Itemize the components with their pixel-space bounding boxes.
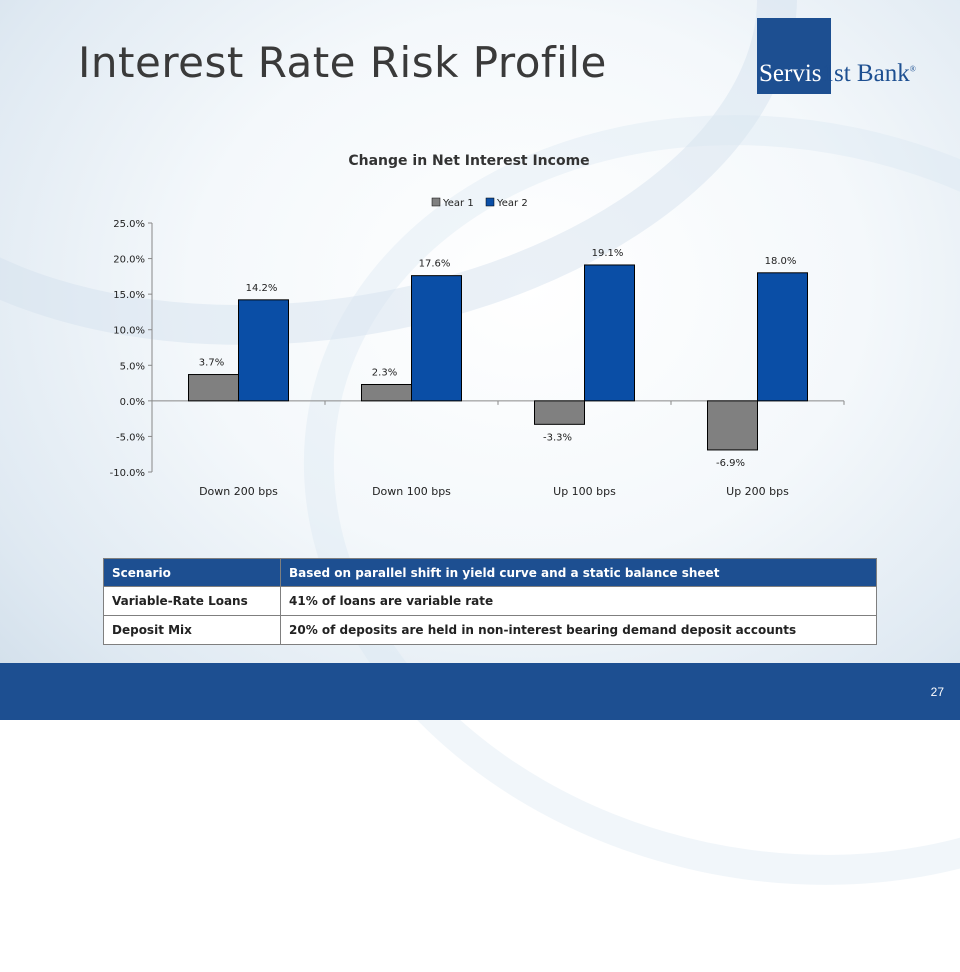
y-tick-label: 25.0% (113, 219, 145, 230)
data-label: 14.2% (246, 283, 278, 294)
page-number: 27 (930, 685, 944, 699)
legend-label: Year 1 (442, 198, 474, 209)
logo-text-part1: Servis (759, 60, 822, 87)
x-category-label: Down 200 bps (199, 485, 278, 498)
data-label: -6.9% (716, 458, 745, 469)
table-header-row: Scenario Based on parallel shift in yiel… (103, 558, 877, 587)
y-tick-label: -10.0% (110, 468, 145, 479)
table-cell: Deposit Mix (103, 615, 281, 645)
bank-logo: Servis1st Bank® (757, 18, 933, 94)
data-label: 17.6% (419, 259, 451, 270)
table-row: Variable-Rate Loans 41% of loans are var… (103, 586, 877, 616)
bar-year-2 (238, 299, 289, 402)
x-category-label: Up 200 bps (726, 485, 789, 498)
logo-text-part2: 1st Bank (821, 60, 910, 87)
bar-year-1 (534, 400, 585, 425)
logo-text: Servis1st Bank® (759, 60, 916, 88)
table-row: Deposit Mix 20% of deposits are held in … (103, 615, 877, 645)
logo-registered-mark: ® (909, 64, 916, 74)
y-tick-label: 0.0% (120, 397, 145, 408)
data-label: 18.0% (765, 256, 797, 267)
table-header-cell: Scenario (103, 558, 281, 587)
chart-title: Change in Net Interest Income (348, 153, 589, 169)
table-cell: Variable-Rate Loans (103, 586, 281, 616)
y-tick-label: 15.0% (113, 290, 145, 301)
legend-label: Year 2 (496, 198, 528, 209)
table-cell: 41% of loans are variable rate (280, 586, 877, 616)
y-tick-label: 5.0% (120, 361, 145, 372)
bar-year-2 (757, 272, 808, 402)
data-label: 19.1% (592, 248, 624, 259)
net-interest-income-chart: Change in Net Interest Income Year 1 Year … (110, 153, 845, 498)
table-cell: 20% of deposits are held in non-interest… (280, 615, 877, 645)
bar-year-2 (411, 275, 462, 402)
x-category-label: Down 100 bps (372, 485, 451, 498)
x-category-label: Up 100 bps (553, 485, 616, 498)
y-tick-label: 20.0% (113, 255, 145, 266)
data-label: 2.3% (372, 367, 397, 378)
data-label: 3.7% (199, 358, 224, 369)
bar-year-2 (584, 264, 635, 402)
footer-bar: 27 (0, 663, 960, 720)
bar-year-1 (188, 374, 239, 402)
table-header-cell: Based on parallel shift in yield curve a… (280, 558, 877, 587)
data-label: -3.3% (543, 432, 572, 443)
scenario-table: Scenario Based on parallel shift in yiel… (103, 558, 877, 645)
y-tick-label: 10.0% (113, 326, 145, 337)
logo-box (757, 18, 831, 94)
bar-year-1 (707, 400, 758, 451)
y-tick-label: -5.0% (116, 432, 145, 443)
legend-swatch (431, 197, 441, 207)
slide-title: Interest Rate Risk Profile (78, 38, 607, 87)
legend-swatch (485, 197, 495, 207)
bar-year-1 (361, 383, 412, 402)
